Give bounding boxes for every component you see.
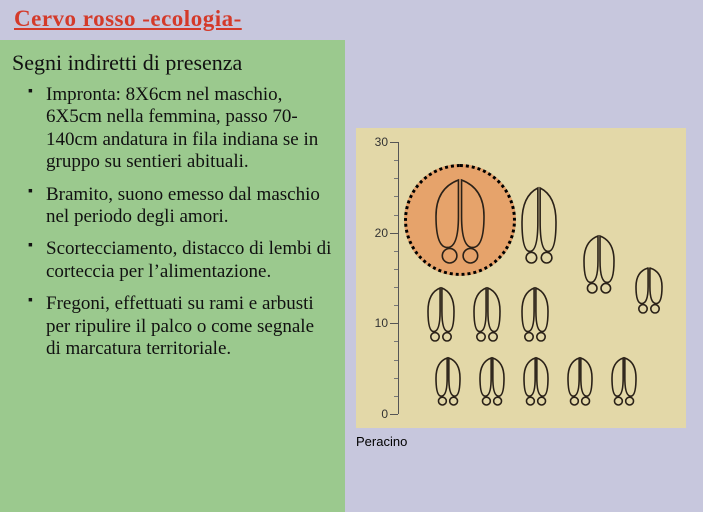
figure-caption: Peracino <box>356 434 407 449</box>
tick-label: 0 <box>366 407 388 421</box>
hoofprint-icon <box>522 356 550 406</box>
list-item: Fregoni, effettuati su rami e arbusti pe… <box>28 293 333 360</box>
hoofprint-figure: 0 10 20 30 <box>356 128 686 428</box>
hoofprint-icon <box>566 356 594 406</box>
list-item: Impronta: 8X6cm nel maschio, 6X5cm nella… <box>28 84 333 174</box>
hoofprint-icon <box>520 186 558 264</box>
subtitle: Segni indiretti di presenza <box>12 50 333 76</box>
list-item: Scortecciamento, distacco di lembi di co… <box>28 238 333 283</box>
hoofprint-icon <box>426 286 456 342</box>
hoofprint-icon <box>472 286 502 342</box>
tick-label: 30 <box>366 135 388 149</box>
hoofprint-icon <box>610 356 638 406</box>
hoofprint-icon <box>478 356 506 406</box>
hoofprint-icon <box>634 266 664 314</box>
tick-label: 20 <box>366 226 388 240</box>
scale-ruler: 0102030 <box>370 142 404 414</box>
tick-label: 10 <box>366 316 388 330</box>
list-item: Bramito, suono emesso dal maschio nel pe… <box>28 184 333 229</box>
hoofprint-icon <box>434 356 462 406</box>
bullet-list: Impronta: 8X6cm nel maschio, 6X5cm nella… <box>12 84 333 360</box>
hoofprint-icon <box>434 178 486 264</box>
page-title: Cervo rosso -ecologia- <box>0 0 703 36</box>
text-panel: Segni indiretti di presenza Impronta: 8X… <box>0 40 345 512</box>
hoofprint-icon <box>520 286 550 342</box>
hoofprint-icon <box>582 234 616 294</box>
